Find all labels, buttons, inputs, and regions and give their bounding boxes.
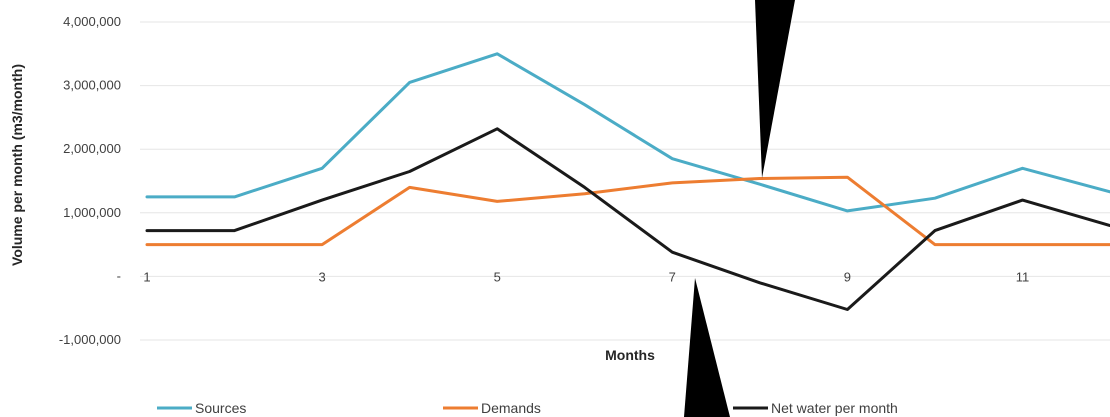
x-tick-label: 1 (143, 269, 150, 284)
y-axis-tick-labels: 4,000,000 3,000,000 2,000,000 1,000,000 - -1,… (59, 14, 121, 347)
y-tick-label: 2,000,000 (63, 141, 121, 156)
x-tick-label: 9 (844, 269, 851, 284)
x-axis-title: Months (605, 347, 655, 363)
series-line (145, 127, 1110, 311)
series-line (145, 52, 1110, 213)
series-lines (145, 52, 1110, 311)
y-tick-label: - (117, 268, 121, 283)
annotation-wedge-bottom (684, 278, 730, 417)
x-tick-label: 5 (494, 269, 501, 284)
y-tick-label: 3,000,000 (63, 78, 121, 93)
x-tick-label: 3 (318, 269, 325, 284)
annotation-wedge-top (755, 0, 795, 178)
legend-label: Demands (481, 400, 541, 416)
x-tick-label: 7 (669, 269, 676, 284)
x-axis-tick-labels: 1 3 5 7 9 11 (143, 269, 1029, 284)
legend-label: Net water per month (771, 400, 898, 416)
y-tick-label: 4,000,000 (63, 14, 121, 29)
y-axis-title: Volume per month (m3/month) (9, 64, 25, 266)
y-tick-label: -1,000,000 (59, 332, 121, 347)
x-tick-label: 11 (1016, 269, 1030, 284)
y-tick-label: 1,000,000 (63, 205, 121, 220)
series-line (145, 175, 1110, 247)
legend: Sources Demands Net water per month (157, 400, 898, 416)
legend-label: Sources (195, 400, 246, 416)
gridlines (140, 21, 1110, 341)
